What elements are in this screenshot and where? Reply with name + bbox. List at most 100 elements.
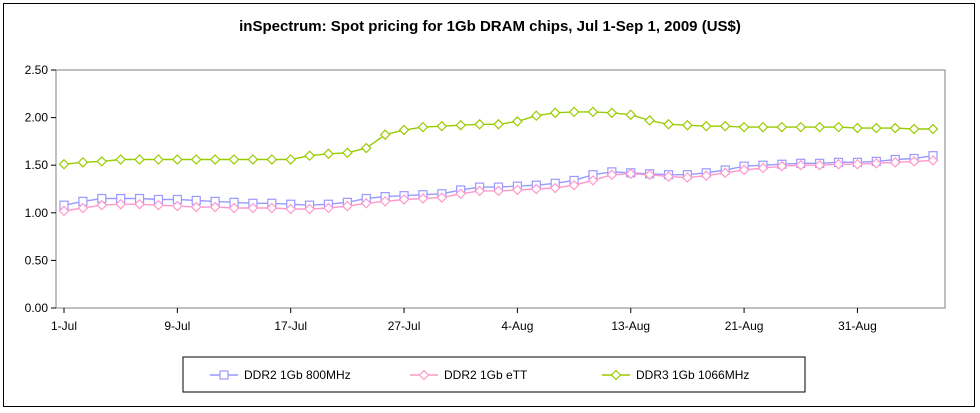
x-tick-label: 1-Jul bbox=[51, 319, 77, 333]
data-point bbox=[304, 203, 315, 215]
data-point bbox=[512, 116, 523, 127]
data-point bbox=[549, 107, 561, 119]
data-point bbox=[455, 188, 467, 200]
data-point bbox=[625, 168, 637, 180]
legend-marker bbox=[418, 369, 430, 381]
data-point bbox=[795, 121, 807, 133]
data-point bbox=[530, 110, 542, 122]
data-point bbox=[417, 193, 429, 204]
y-tick-label: 2.50 bbox=[25, 63, 49, 77]
data-point bbox=[493, 118, 504, 130]
data-point bbox=[776, 121, 788, 133]
data-point bbox=[379, 196, 391, 207]
data-point bbox=[285, 154, 297, 165]
y-tick-label: 1.00 bbox=[25, 206, 49, 220]
legend: DDR2 1Gb 800MHz DDR2 1Gb eTT DDR3 1Gb 1066… bbox=[210, 368, 749, 382]
legend-marker bbox=[219, 370, 229, 380]
data-point bbox=[908, 156, 920, 167]
x-tick-label: 4-Aug bbox=[501, 319, 533, 333]
data-point bbox=[549, 182, 561, 194]
data-point bbox=[663, 118, 674, 130]
data-point bbox=[171, 154, 183, 165]
data-point bbox=[115, 198, 127, 210]
data-point bbox=[795, 159, 807, 171]
data-point bbox=[606, 169, 618, 181]
data-point bbox=[927, 155, 939, 166]
data-point bbox=[908, 123, 920, 135]
data-point bbox=[870, 157, 882, 169]
data-point bbox=[927, 123, 939, 135]
x-tick-label: 13-Aug bbox=[611, 319, 650, 333]
y-tick-label: 1.50 bbox=[25, 158, 49, 172]
data-point bbox=[304, 150, 315, 162]
data-point bbox=[455, 119, 467, 131]
data-point bbox=[323, 202, 334, 214]
data-point bbox=[96, 199, 108, 211]
data-point bbox=[757, 162, 769, 174]
x-tick-label: 27-Jul bbox=[388, 319, 421, 333]
data-point bbox=[266, 202, 278, 214]
data-point bbox=[568, 106, 580, 118]
data-point bbox=[96, 156, 108, 167]
x-tick-label: 17-Jul bbox=[274, 319, 307, 333]
data-point bbox=[417, 121, 429, 133]
data-point bbox=[115, 154, 127, 165]
data-point bbox=[870, 122, 882, 134]
data-point bbox=[436, 120, 448, 132]
y-tick-label: 2.00 bbox=[25, 111, 49, 125]
data-point bbox=[738, 121, 750, 133]
x-tick-label: 9-Jul bbox=[164, 319, 190, 333]
data-point bbox=[493, 185, 504, 197]
data-point bbox=[474, 118, 485, 130]
chart-title: inSpectrum: Spot pricing for 1Gb DRAM ch… bbox=[239, 18, 741, 35]
data-point bbox=[360, 142, 372, 154]
data-point bbox=[852, 158, 863, 170]
data-point bbox=[568, 179, 580, 191]
series-1 bbox=[58, 155, 939, 217]
data-point bbox=[190, 154, 202, 165]
data-point bbox=[342, 200, 353, 212]
data-point bbox=[833, 121, 844, 133]
legend-item: DDR3 1Gb 1066MHz bbox=[602, 368, 749, 382]
data-point bbox=[663, 171, 674, 182]
data-point bbox=[209, 201, 221, 213]
data-point bbox=[644, 169, 655, 181]
data-point bbox=[719, 167, 731, 179]
legend-item: DDR2 1Gb eTT bbox=[410, 368, 528, 382]
data-point bbox=[342, 147, 353, 159]
y-tick-label: 0.00 bbox=[25, 301, 49, 315]
series-layer bbox=[58, 106, 939, 217]
data-point bbox=[512, 184, 523, 196]
legend-label: DDR2 1Gb eTT bbox=[444, 368, 528, 382]
data-point bbox=[398, 194, 410, 205]
data-point bbox=[700, 170, 712, 182]
data-point bbox=[776, 160, 788, 172]
data-point bbox=[625, 109, 637, 121]
data-point bbox=[530, 183, 542, 195]
data-point bbox=[682, 119, 693, 131]
data-point bbox=[360, 197, 372, 209]
data-point bbox=[228, 154, 240, 165]
data-point bbox=[379, 129, 391, 141]
legend-item: DDR2 1Gb 800MHz bbox=[210, 368, 351, 382]
data-point bbox=[474, 185, 485, 197]
data-point bbox=[58, 158, 70, 170]
data-point bbox=[398, 124, 410, 136]
legend-label: DDR3 1Gb 1066MHz bbox=[636, 368, 749, 382]
data-point bbox=[587, 175, 599, 186]
data-point bbox=[889, 156, 901, 168]
data-point bbox=[247, 154, 259, 165]
data-point bbox=[134, 198, 145, 210]
data-point bbox=[814, 159, 826, 171]
data-point bbox=[719, 120, 731, 132]
legend-box bbox=[182, 356, 806, 393]
data-point bbox=[77, 156, 89, 168]
data-point bbox=[153, 199, 164, 211]
data-point bbox=[228, 202, 240, 214]
data-point bbox=[58, 205, 70, 217]
data-point bbox=[606, 107, 618, 119]
data-point bbox=[209, 154, 221, 165]
series-2 bbox=[58, 106, 939, 170]
data-point bbox=[436, 192, 448, 203]
